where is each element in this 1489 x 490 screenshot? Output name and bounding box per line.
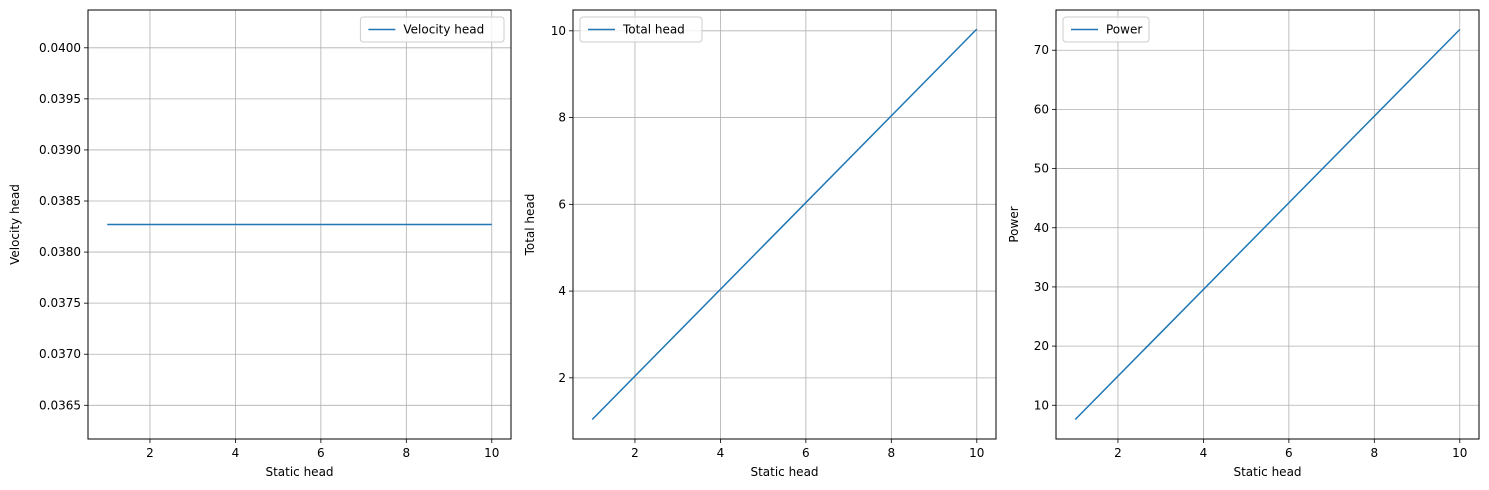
y-tick-label: 0.0400 [39,41,81,55]
y-tick-label: 8 [558,111,566,125]
x-axis-label: Static head [750,465,818,479]
legend-box [359,16,505,43]
series-line-total-head [591,28,978,421]
x-axis-label: Static head [1233,465,1301,479]
series-line-power [1074,29,1461,420]
x-axis-label: Static head [265,465,333,479]
y-tick-label: 10 [551,24,566,38]
legend-box [579,16,703,43]
x-tick-label: 2 [146,446,154,460]
y-tick-label: 0.0380 [39,245,81,259]
x-tick-label: 2 [631,446,639,460]
y-tick-label: 0.0395 [39,92,81,106]
y-tick-label: 0.0390 [39,143,81,157]
x-tick-label: 8 [1370,446,1378,460]
y-tick-label: 0.0370 [39,347,81,361]
y-tick-label: 0.0385 [39,194,81,208]
x-tick-label: 10 [1452,446,1467,460]
x-tick-label: 4 [717,446,725,460]
y-tick-label: 50 [1034,162,1049,176]
plot-frame [1055,9,1480,440]
x-tick-label: 6 [802,446,810,460]
y-tick-label: 0.0375 [39,296,81,310]
y-tick-label: 6 [558,197,566,211]
x-tick-label: 10 [484,446,499,460]
y-axis-label: Power [1007,206,1021,242]
y-tick-label: 60 [1034,102,1049,116]
chart-panel-2: 2 4 6 8 10 2 4 6 8 10 Static head Total head Total h… [523,9,997,479]
y-tick-label: 30 [1034,280,1049,294]
legend: Total head [579,16,703,43]
legend: Velocity head [359,16,505,43]
y-tick-label: 70 [1034,43,1049,57]
x-tick-label: 4 [232,446,240,460]
y-tick-label: 4 [558,284,566,298]
chart-panel-3: 2 4 6 8 10 10 20 30 40 50 60 70 Static head Power Powe… [1007,9,1480,479]
legend-label: Velocity head [403,23,484,37]
y-tick-label: 2 [558,371,566,385]
y-axis-label: Velocity head [8,184,22,265]
legend-box [1062,16,1150,43]
chart-panel-1: 2 4 6 8 10 0.0365 0.0370 0.0375 0.0380 0.0385 0.03… [8,9,512,479]
y-tick-label: 20 [1034,339,1049,353]
y-tick-label: 10 [1034,398,1049,412]
legend: Power [1062,16,1150,43]
x-tick-label: 6 [1285,446,1293,460]
x-tick-label: 8 [402,446,410,460]
x-tick-label: 4 [1200,446,1208,460]
y-tick-label: 0.0365 [39,398,81,412]
x-tick-label: 6 [317,446,325,460]
y-axis-label: Total head [523,194,537,257]
plot-frame [87,9,512,440]
legend-label: Total head [622,23,685,37]
plot-frame [572,9,997,440]
x-tick-label: 2 [1114,446,1122,460]
x-tick-label: 8 [887,446,895,460]
y-tick-label: 40 [1034,221,1049,235]
legend-label: Power [1106,23,1142,37]
x-tick-label: 10 [969,446,984,460]
